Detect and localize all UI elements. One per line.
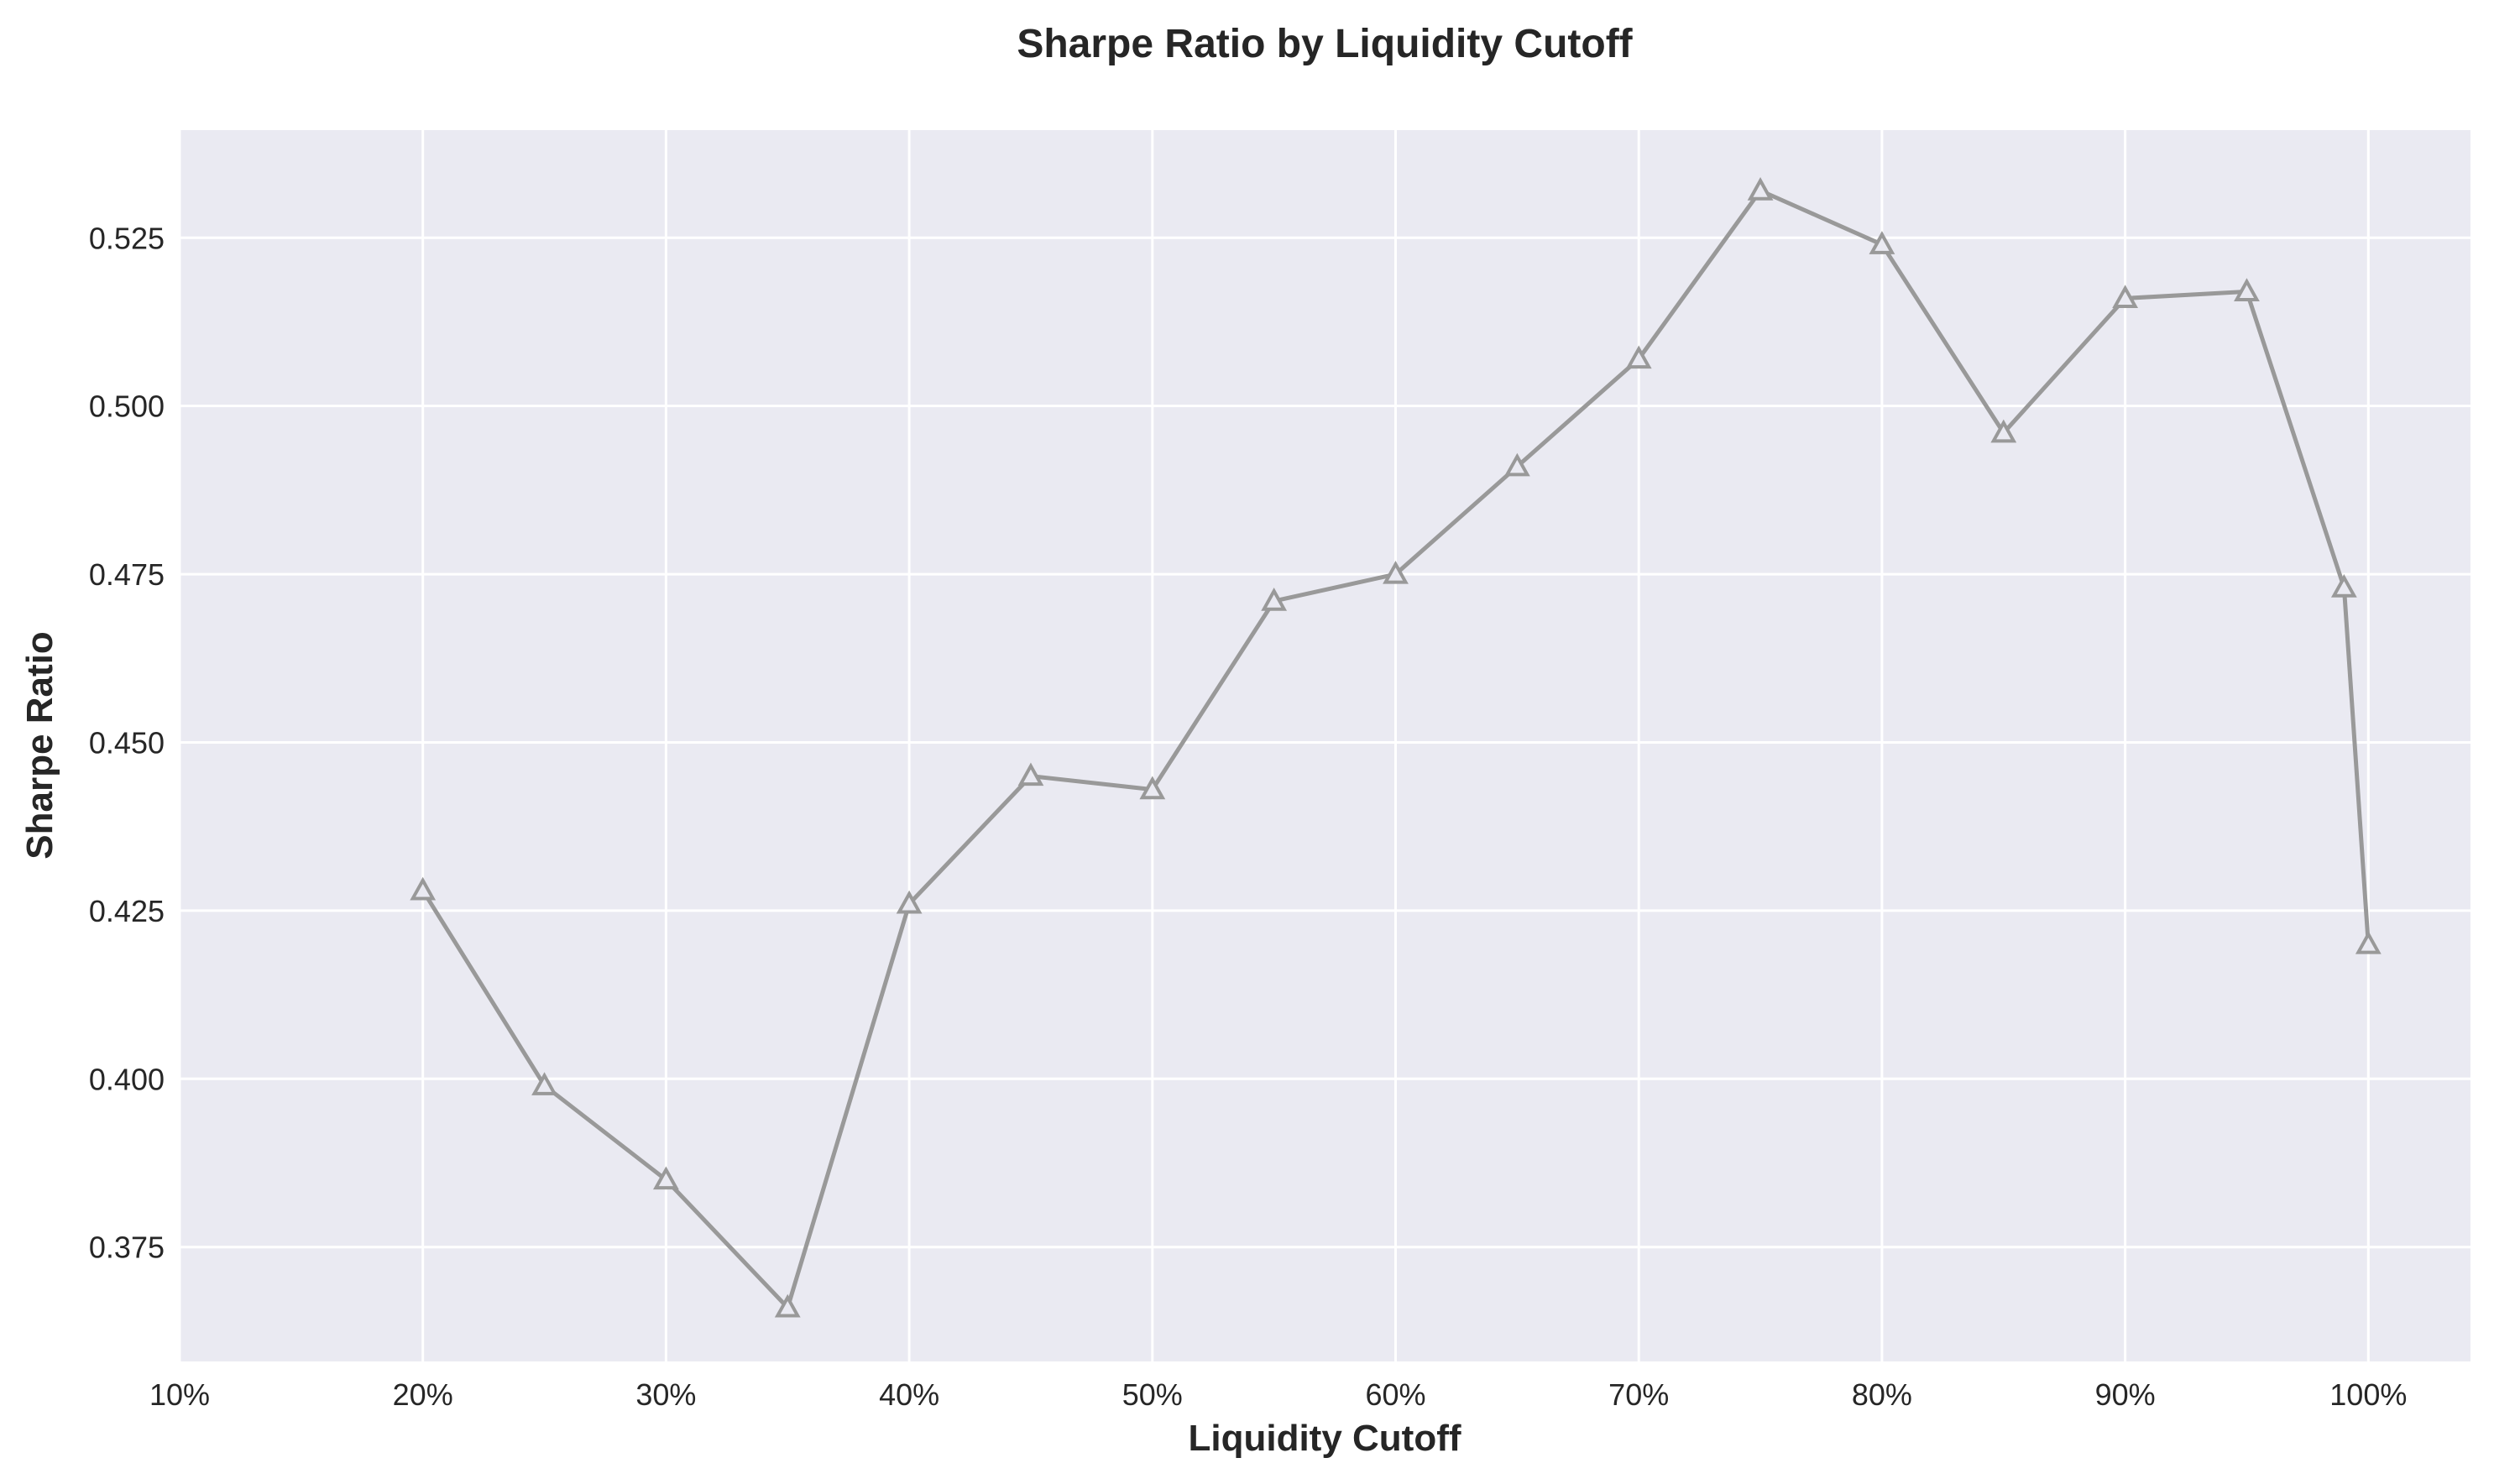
y-tick-label: 0.500: [89, 389, 165, 424]
x-tick-label: 80%: [1852, 1377, 1912, 1412]
data-point-marker: [1869, 231, 1895, 254]
data-point-marker: [1503, 452, 1530, 477]
plot-area: [180, 130, 2470, 1361]
data-point-marker: [410, 876, 437, 901]
x-tick-label: 50%: [1122, 1377, 1183, 1412]
x-axis-label: Liquidity Cutoff: [1188, 1418, 1461, 1459]
y-axis-ticks: 0.375 0.400 0.425 0.450 0.475 0.500 0.525: [89, 221, 165, 1264]
x-tick-label: 100%: [2329, 1377, 2407, 1412]
x-tick-label: 90%: [2095, 1377, 2156, 1412]
series-line: [421, 188, 2371, 1310]
y-tick-label: 0.525: [89, 221, 165, 255]
y-tick-label: 0.400: [89, 1062, 165, 1096]
data-point-marker: [2112, 285, 2139, 309]
data-point-marker: [1017, 762, 1044, 786]
y-tick-label: 0.425: [89, 894, 165, 928]
y-tick-label: 0.475: [89, 557, 165, 592]
data-point-marker: [1625, 345, 1652, 369]
x-tick-label: 70%: [1608, 1377, 1669, 1412]
grid-lines: [178, 130, 2470, 1361]
data-point-marker: [774, 1293, 801, 1318]
x-tick-label: 40%: [879, 1377, 939, 1412]
y-tick-label: 0.375: [89, 1231, 165, 1265]
x-tick-label: 60%: [1365, 1377, 1425, 1412]
data-point-marker: [1990, 419, 2017, 443]
x-axis-ticks: 10% 20% 30% 40% 50% 60% 70% 80% 90% 100%: [149, 1377, 2407, 1412]
data-point-marker: [531, 1072, 557, 1095]
x-tick-label: 10%: [149, 1377, 210, 1412]
x-tick-label: 30%: [635, 1377, 696, 1412]
data-point-marker: [1747, 177, 1774, 201]
data-point-marker: [2330, 573, 2357, 598]
data-point-marker: [1139, 776, 1166, 800]
data-point-marker: [1383, 560, 1409, 584]
chart-title: Sharpe Ratio by Liquidity Cutoff: [1017, 22, 1633, 66]
y-axis-label: Sharpe Ratio: [19, 631, 60, 859]
data-point-marker: [2234, 278, 2260, 301]
x-tick-label: 20%: [393, 1377, 453, 1412]
y-tick-label: 0.450: [89, 725, 165, 760]
data-point-marker: [2355, 930, 2382, 954]
data-point-markers: [410, 177, 2382, 1318]
data-point-marker: [1261, 588, 1288, 611]
data-point-marker: [896, 890, 923, 914]
data-point-marker: [653, 1166, 679, 1190]
